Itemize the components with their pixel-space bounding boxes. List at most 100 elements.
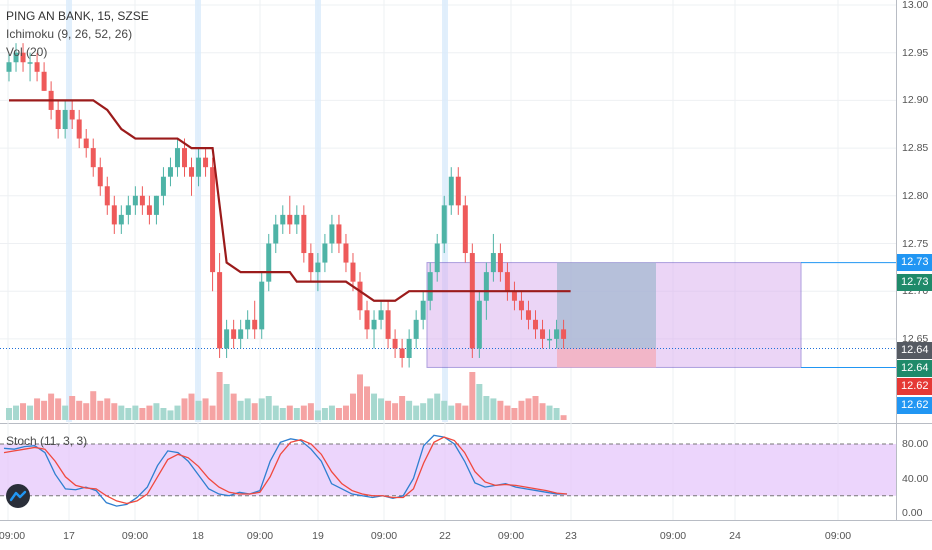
- volume-bar: [223, 384, 230, 420]
- long-position-tool[interactable]: [0, 262, 896, 368]
- candle-body: [434, 243, 440, 273]
- candle-body: [266, 243, 272, 282]
- session-break: [315, 0, 321, 422]
- volume-bar: [34, 398, 41, 420]
- price-tick-label: 12.80: [902, 189, 929, 202]
- volume-bar: [378, 398, 385, 420]
- volume-bar: [132, 405, 139, 420]
- volume-bar: [462, 405, 469, 420]
- volume-bar: [420, 403, 427, 420]
- candle-body: [217, 272, 223, 349]
- volume-bars: [6, 372, 567, 420]
- candle-body: [196, 157, 202, 177]
- candle-body: [160, 176, 166, 196]
- candle-body: [90, 148, 96, 168]
- ichimoku-legend[interactable]: Ichimoku (9, 26, 52, 26): [6, 27, 133, 41]
- volume-bar: [300, 405, 307, 420]
- price-tick-label: 12.75: [902, 237, 929, 250]
- volume-bar: [272, 405, 279, 420]
- volume-bar: [258, 398, 265, 420]
- volume-bar: [195, 400, 202, 420]
- candle-body: [97, 167, 103, 187]
- time-tick-label: 19: [312, 530, 324, 542]
- candle-body: [315, 262, 321, 273]
- candle-body: [399, 348, 405, 358]
- volume-bar: [413, 405, 420, 420]
- volume-bar: [511, 408, 518, 420]
- time-tick-label: 09:00: [246, 530, 274, 542]
- time-tick-label: 09:00: [370, 530, 398, 542]
- stoch-k-line: [3, 434, 567, 507]
- candle-body: [441, 205, 447, 244]
- volume-bar: [307, 403, 314, 420]
- volume-bar: [560, 415, 567, 420]
- time-tick-label: 09:00: [121, 530, 149, 542]
- price-tick-label: 13.00: [902, 0, 929, 11]
- ichimoku-line: [9, 99, 571, 302]
- time-tick-label: 24: [729, 530, 741, 542]
- candle-body: [238, 329, 244, 339]
- volume-bar: [314, 410, 321, 420]
- candle-body: [448, 176, 454, 206]
- volume-bar: [188, 393, 195, 420]
- candle-body: [427, 272, 433, 301]
- candle-body: [118, 214, 124, 225]
- candle-body: [287, 214, 293, 225]
- candle-body: [280, 214, 286, 225]
- tradingview-logo-icon[interactable]: [6, 484, 30, 508]
- candle-body: [406, 338, 412, 358]
- candle-body: [6, 62, 12, 72]
- candle-body: [132, 195, 138, 206]
- chart-title[interactable]: PING AN BANK, 15, SZSE: [6, 9, 149, 23]
- position-profit-zone: [557, 262, 656, 349]
- volume-bar: [174, 405, 181, 420]
- stoch-d-line: [3, 436, 568, 505]
- volume-bar: [13, 405, 20, 420]
- candle-body: [378, 310, 384, 320]
- volume-bar: [525, 398, 532, 420]
- candle-body: [62, 109, 68, 130]
- position-stop-zone: [557, 348, 656, 368]
- candle-body: [224, 329, 230, 349]
- price-tick-label: 12.90: [902, 94, 929, 107]
- candle-body: [357, 281, 363, 311]
- candle-body: [182, 148, 187, 168]
- stoch-tick-label: 0.00: [902, 507, 923, 519]
- volume-bar: [469, 372, 476, 420]
- volume-bar: [342, 405, 349, 420]
- price-tag: 12.62: [897, 397, 932, 414]
- candle-body: [111, 205, 117, 225]
- volume-bar: [490, 398, 497, 420]
- volume-bar: [539, 403, 546, 420]
- volume-bar: [216, 372, 223, 420]
- volume-bar: [97, 400, 104, 420]
- volume-bar: [139, 408, 146, 420]
- candle-body: [245, 319, 251, 330]
- volume-bar: [20, 403, 27, 420]
- volume-bar: [321, 408, 328, 420]
- volume-bar: [69, 396, 76, 420]
- volume-bar: [518, 400, 525, 420]
- volume-bar: [546, 405, 553, 420]
- volume-bar: [448, 405, 455, 420]
- candle-body: [371, 319, 377, 330]
- candle-body: [420, 300, 426, 320]
- candle-body: [385, 310, 391, 339]
- candle-body: [146, 205, 152, 215]
- volume-legend[interactable]: Vol (20): [6, 45, 48, 59]
- volume-bar: [41, 400, 48, 420]
- candle-body: [547, 338, 553, 341]
- candle-body: [125, 205, 131, 215]
- candle-body: [20, 52, 26, 63]
- volume-bar: [237, 400, 244, 420]
- volume-bar: [55, 398, 62, 420]
- stoch-legend[interactable]: Stoch (11, 3, 3): [6, 434, 88, 448]
- volume-bar: [335, 408, 342, 420]
- volume-bar: [504, 405, 511, 420]
- candle-body: [392, 338, 398, 349]
- volume-bar: [406, 400, 413, 420]
- volume-bar: [251, 403, 258, 420]
- volume-bar: [476, 384, 483, 420]
- candle-body: [252, 319, 258, 330]
